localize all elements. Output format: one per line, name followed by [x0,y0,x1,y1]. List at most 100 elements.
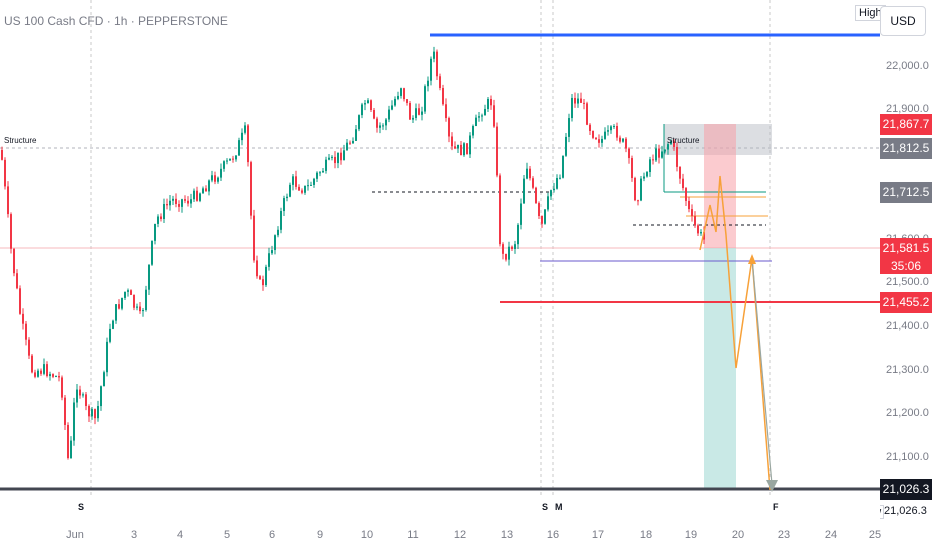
price-tick: 21,100.0 [886,451,929,463]
projection-path[interactable] [699,175,771,491]
candle-body [580,98,582,103]
time-label: 6 [268,529,276,541]
candle-body [583,102,585,104]
candle-body [538,203,540,217]
candle-body [319,172,321,174]
candle-body [292,176,294,185]
currency-button[interactable]: USD [880,6,926,36]
candle-body [166,204,168,206]
candle-body [358,115,360,130]
symbol-title[interactable]: US 100 Cash CFD · 1h · PEPPERSTONE [4,14,228,28]
candle-body [697,225,699,234]
candle-body [175,198,177,205]
candle-body [529,168,531,179]
high-label: High [855,5,886,21]
candle-body [10,214,12,249]
candle-body [22,313,24,324]
candle-body [25,323,27,340]
candle-body [535,187,537,204]
candle-body [94,409,96,419]
candle-body [103,372,105,387]
arrow-up-icon [748,254,756,264]
candle-body [664,149,666,152]
low-value: 21,026.3 [884,505,927,517]
candle-body [694,216,696,226]
candle-body [352,140,354,144]
candle-body [418,108,420,115]
time-label: 9 [316,529,324,541]
candle-body [559,177,561,179]
candle-body [274,235,276,251]
candle-body [673,140,675,147]
candle-body [367,100,369,104]
time-label: 13 [500,529,514,541]
chart-area[interactable]: US 100 Cash CFD · 1h · PEPPERSTONE Struc… [0,0,880,495]
candle-body [700,232,702,234]
candle-body [670,140,672,145]
candle-body [532,178,534,188]
price-axis[interactable]: High USD 22,000.0 21,900.0 21,600.0 21,5… [855,0,932,550]
candle-body [331,156,333,158]
session-mark: S [78,502,85,512]
candle-body [346,142,348,151]
candle-body [124,291,126,298]
structure-label-left: Structure [4,136,37,145]
time-label: 11 [407,529,419,541]
candle-body [487,98,489,109]
candle-body [676,146,678,167]
candle-body [400,88,402,96]
candle-body [565,136,567,156]
candle-body [232,158,234,160]
candle-body [616,126,618,138]
candle-body [679,166,681,179]
candle-body [364,103,366,105]
projection-arrow[interactable] [751,257,773,485]
candle-body [571,97,573,119]
candle-body [562,155,564,178]
price-chart[interactable] [0,0,880,495]
candle-body [337,152,339,164]
candle-body [301,190,303,193]
candle-body [460,144,462,156]
candle-body [457,144,459,149]
time-axis[interactable] [0,495,880,550]
candle-body [661,151,663,158]
target-zone[interactable] [704,248,736,490]
candle-body [298,186,300,191]
price-tick: 21,300.0 [886,364,929,376]
candle-body [133,294,135,308]
candle-body [577,98,579,104]
price-tick: 21,900.0 [886,103,929,115]
candle-body [340,152,342,161]
candle-body [52,374,54,377]
candle-body [37,370,39,377]
candlestick-series [1,46,705,460]
candle-body [415,108,417,118]
candle-body [145,289,147,311]
candle-body [64,397,66,425]
candle-body [139,306,141,312]
candle-body [649,159,651,173]
candle-body [244,125,246,133]
candle-body [271,250,273,254]
candle-body [541,216,543,224]
candle-body [688,200,690,210]
candle-body [256,260,258,277]
candle-body [553,188,555,191]
candle-body [130,290,132,295]
time-label: 17 [591,529,605,541]
candle-body [433,51,435,59]
candle-body [403,88,405,100]
candle-body [472,126,474,136]
candle-body [607,130,609,132]
candle-body [196,190,198,201]
candle-body [121,297,123,309]
time-label: 5 [223,529,231,541]
candle-body [586,103,588,125]
candle-body [208,180,210,192]
candle-body [160,216,162,220]
candle-body [70,440,72,459]
candle-body [268,253,270,267]
price-badge-21712: 21,712.5 [880,182,932,203]
price-badge-21812: 21,812.5 [880,138,932,159]
